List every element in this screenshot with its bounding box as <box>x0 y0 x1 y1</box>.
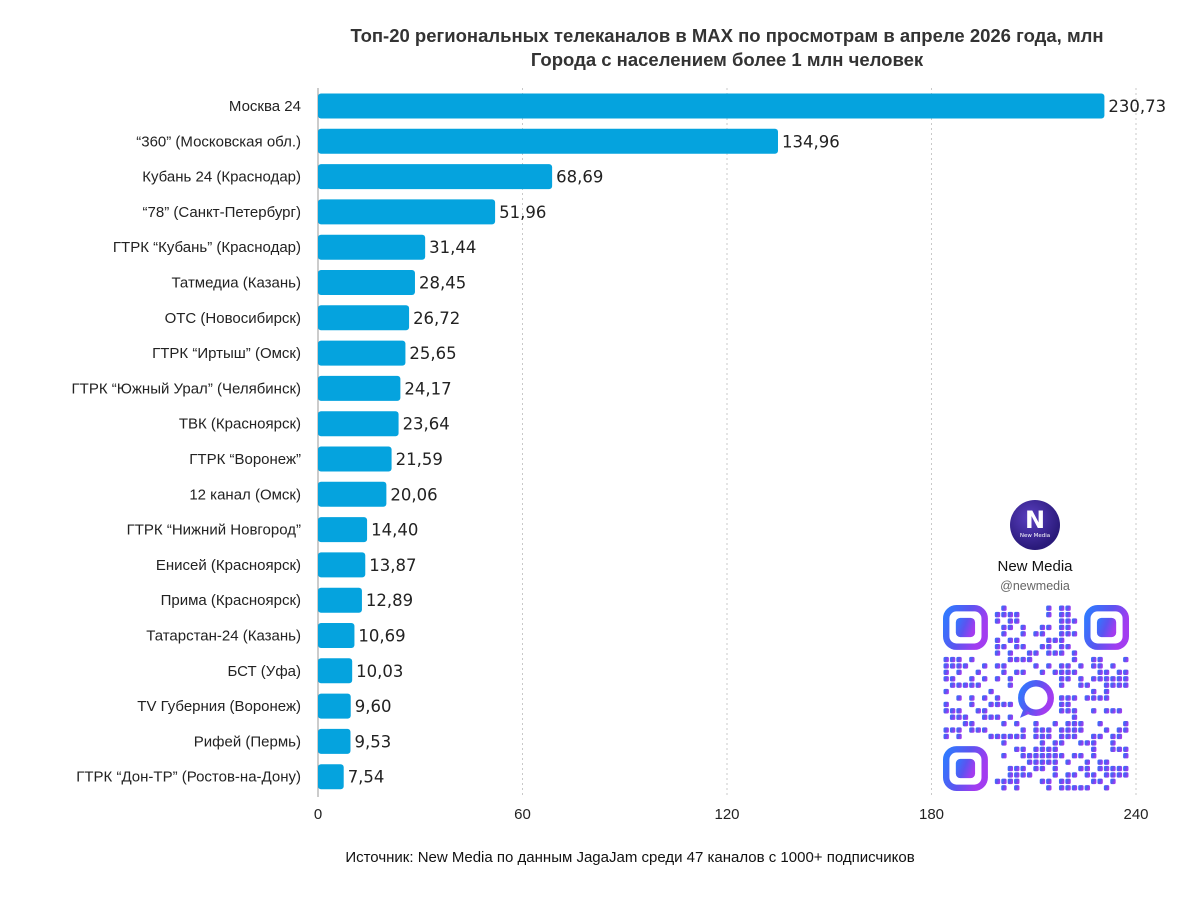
bar <box>318 693 351 719</box>
data-label: 24,17 <box>404 379 451 398</box>
data-label: 7,54 <box>348 768 385 787</box>
bar <box>318 481 387 507</box>
category-label: 12 канал (Омск) <box>189 486 301 503</box>
data-label: 21,59 <box>396 450 443 469</box>
x-tick-label: 240 <box>1123 806 1148 823</box>
data-label: 9,60 <box>355 697 392 716</box>
category-label: ГТРК “Воронеж” <box>189 451 301 468</box>
logo-glyph: N <box>1024 506 1046 534</box>
chart-subtitle: Города с населением более 1 млн человек <box>531 49 924 70</box>
x-axis-ticks: 0 60 120 180 240 <box>314 806 1149 823</box>
data-label: 51,96 <box>499 203 546 222</box>
bar <box>318 517 368 543</box>
category-label: “78” (Санкт-Петербург) <box>143 204 301 221</box>
category-label: Кубань 24 (Краснодар) <box>142 169 301 186</box>
data-label: 26,72 <box>413 309 460 328</box>
category-label: Татмедиа (Казань) <box>171 275 301 292</box>
category-label: Татарстан-24 (Казань) <box>146 628 301 645</box>
brand-handle: @newmedia <box>1000 579 1070 593</box>
data-label: 28,45 <box>419 274 466 293</box>
bar <box>318 199 496 225</box>
new-media-logo-icon: N New Media <box>1010 500 1060 550</box>
brand-name: New Media <box>997 558 1073 575</box>
bar <box>318 623 355 648</box>
logo-text: New Media <box>1019 533 1051 539</box>
bar <box>318 93 1105 119</box>
bar <box>318 446 392 472</box>
data-label: 13,87 <box>369 556 416 575</box>
category-label: ОТС (Новосибирск) <box>165 310 301 327</box>
x-tick-label: 120 <box>714 806 739 823</box>
category-label: ГТРК “Южный Урал” (Челябинск) <box>72 380 301 397</box>
x-tick-label: 60 <box>514 806 531 823</box>
category-label: ГТРК “Кубань” (Краснодар) <box>113 239 301 256</box>
bar <box>318 411 399 437</box>
data-label: 31,44 <box>429 238 476 257</box>
data-label: 134,96 <box>782 132 840 151</box>
bar <box>318 305 410 331</box>
category-label: Рифей (Пермь) <box>194 733 301 750</box>
bar <box>318 587 362 613</box>
source-note: Источник: New Media по данным JagaJam ср… <box>345 849 914 866</box>
category-label: ГТРК “Дон-ТР” (Ростов-на-Дону) <box>76 769 301 786</box>
bar <box>318 375 401 401</box>
category-label: Прима (Красноярск) <box>161 592 301 609</box>
category-label: ГТРК “Иртыш” (Омск) <box>152 345 301 362</box>
data-label: 20,06 <box>390 485 437 504</box>
data-label: 23,64 <box>403 415 450 434</box>
category-labels: Москва 24 “360” (Московская обл.) Кубань 2… <box>72 98 301 786</box>
brand-block: N New Media New Media @newmedia <box>940 500 1130 593</box>
data-label: 10,03 <box>356 662 403 681</box>
bar <box>318 728 351 754</box>
value-labels: 230,73 134,96 68,69 51,96 31,44 28,45 26,72 25,… <box>348 97 1166 787</box>
category-label: ТВК (Красноярск) <box>179 416 301 433</box>
data-label: 10,69 <box>358 627 405 646</box>
data-label: 14,40 <box>371 521 418 540</box>
bar <box>318 764 344 790</box>
bars <box>318 93 1105 790</box>
bar <box>318 552 366 578</box>
category-label: ГТРК “Нижний Новгород” <box>127 522 301 539</box>
category-label: Москва 24 <box>229 98 301 115</box>
category-label: БСТ (Уфа) <box>227 663 301 680</box>
bar <box>318 128 778 154</box>
bar <box>318 340 406 366</box>
x-tick-label: 180 <box>919 806 944 823</box>
category-label: TV Губерния (Воронеж) <box>137 698 301 715</box>
bar <box>318 270 415 295</box>
qr-code-icon[interactable] <box>943 605 1129 791</box>
data-label: 230,73 <box>1108 97 1166 116</box>
x-tick-label: 0 <box>314 806 322 823</box>
data-label: 12,89 <box>366 591 413 610</box>
chart-title: Топ-20 региональных телеканалов в MAX по… <box>350 25 1103 46</box>
bar <box>318 658 353 684</box>
bar <box>318 164 553 190</box>
bar <box>318 234 426 260</box>
data-label: 9,53 <box>354 732 391 751</box>
category-label: Енисей (Красноярск) <box>156 557 301 574</box>
category-label: “360” (Московская обл.) <box>136 133 301 150</box>
data-label: 68,69 <box>556 168 603 187</box>
data-label: 25,65 <box>409 344 456 363</box>
